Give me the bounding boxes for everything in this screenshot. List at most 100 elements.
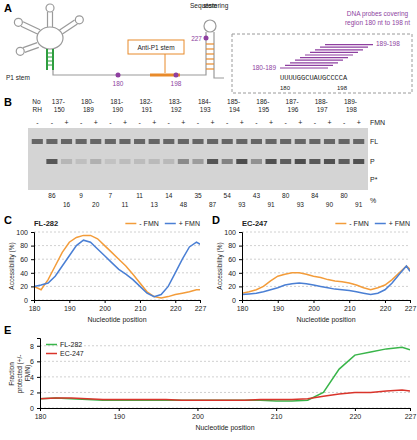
series-line — [40, 347, 410, 401]
grid-line — [242, 259, 410, 260]
y-tick: 0 — [24, 297, 34, 304]
fmn-sign: + — [64, 119, 68, 126]
x-tick: 180 — [35, 408, 47, 420]
aptamer-helix — [52, 12, 53, 27]
lane-group-label: 185- 194 — [227, 98, 242, 113]
y-tick-label: 0 — [30, 405, 34, 412]
x-tick-mark — [119, 408, 120, 411]
x-tick: 220 — [170, 300, 182, 312]
legend-swatch — [125, 223, 136, 225]
x-axis-title: Nucleotide position — [195, 424, 254, 432]
probe-label: 189-198 — [376, 40, 400, 47]
grid-line — [242, 245, 410, 246]
y-tick-label: 80 — [228, 242, 236, 249]
y-tick-label: 20 — [20, 283, 28, 290]
y-tick-label: 40 — [228, 270, 236, 277]
x-tick: 200 — [308, 300, 320, 312]
p1-stem-strand — [46, 49, 48, 70]
sequestering-pair — [206, 43, 214, 44]
x-tick-label: 190 — [272, 305, 284, 312]
y-axis: 020406080100 — [224, 229, 242, 304]
y-tick-label: 20 — [228, 283, 236, 290]
x-tick-mark — [105, 300, 106, 303]
aptamer-helix — [25, 47, 39, 52]
x-tick-mark — [200, 300, 201, 303]
probe-title: DNA probes covering region 180 nt to 198… — [345, 10, 410, 27]
legend-swatch — [46, 353, 57, 355]
x-axis-line — [41, 409, 411, 412]
rna-strand — [214, 32, 224, 78]
percent-label: 16 — [63, 201, 71, 208]
series-line — [34, 240, 200, 296]
aptamer-loop — [46, 4, 54, 12]
p1-stem-pair — [47, 61, 53, 62]
legend-label: + FMN — [389, 220, 410, 227]
lane-group-label: No RH — [32, 98, 42, 113]
percent-label: 11 — [122, 201, 129, 208]
y-tick-mark — [239, 246, 242, 247]
band-fl — [353, 139, 364, 144]
percent-label: 93 — [238, 201, 246, 208]
position-marker — [174, 73, 179, 78]
band-fl — [295, 139, 306, 144]
band-p — [324, 159, 335, 164]
band-fl — [251, 139, 262, 144]
lane-group-label: 180- 189 — [81, 98, 96, 113]
y-tick: 80 — [228, 242, 242, 249]
series-line — [40, 390, 410, 400]
x-tick-mark — [278, 300, 279, 303]
band-p — [353, 159, 364, 164]
x-tick: 210 — [344, 300, 356, 312]
x-tick-mark — [140, 300, 141, 303]
percent-label: 90 — [326, 201, 334, 208]
x-tick-mark — [355, 408, 356, 411]
hairpin-loop — [204, 20, 216, 32]
sequence-end: 198 — [337, 85, 348, 91]
percent-label: 93 — [297, 201, 305, 208]
chart-title: FL-282 — [34, 219, 58, 228]
legend-swatch — [375, 223, 386, 225]
x-tick: 220 — [380, 300, 392, 312]
band-fl — [178, 139, 189, 144]
x-tick-label: 200 — [192, 413, 204, 420]
percent-label: 80 — [282, 192, 290, 199]
percent-label: 80 — [340, 192, 348, 199]
y-tick-label: 100 — [224, 229, 236, 236]
aptamer-helix — [21, 26, 38, 34]
aptamer-helix — [23, 43, 37, 48]
band-p — [280, 159, 291, 164]
y-axis-title: Accessibility (%) — [216, 242, 224, 289]
y-tick-mark — [31, 300, 34, 301]
band-fl — [324, 139, 335, 144]
fmn-sign: - — [51, 119, 54, 126]
fmn-label: FMN — [370, 119, 385, 126]
probe-line — [295, 60, 343, 61]
band-fl — [61, 139, 72, 144]
lane-group-label: 187- 196 — [286, 98, 301, 113]
grid-line — [40, 361, 410, 362]
x-tick: 180 — [29, 300, 41, 312]
lane-group-label: 182- 191 — [139, 98, 154, 113]
band-fl — [192, 139, 203, 144]
legend-swatch — [335, 223, 346, 225]
y-tick-mark — [31, 232, 34, 233]
y-tick-mark — [239, 286, 242, 287]
probe-line — [280, 67, 328, 68]
percent-label: 13 — [151, 201, 159, 208]
legend: FL-282EC-247 — [46, 341, 84, 357]
percent-label: 54 — [224, 192, 232, 199]
probe-line — [300, 57, 348, 58]
sequence-end: 180 — [280, 85, 291, 91]
aptamer-helix — [47, 12, 48, 27]
y-tick: 6 — [30, 358, 40, 365]
legend-label: FL-282 — [60, 341, 82, 348]
sequestering-pair — [206, 53, 214, 54]
position-marker — [204, 36, 209, 41]
fmn-sign: - — [343, 119, 346, 126]
fmn-sign: + — [152, 119, 156, 126]
y-tick-label: 0 — [24, 297, 28, 304]
band-p — [46, 159, 57, 164]
x-tick-mark — [385, 300, 386, 303]
x-tick: 190 — [64, 300, 76, 312]
grid-line — [40, 376, 410, 377]
